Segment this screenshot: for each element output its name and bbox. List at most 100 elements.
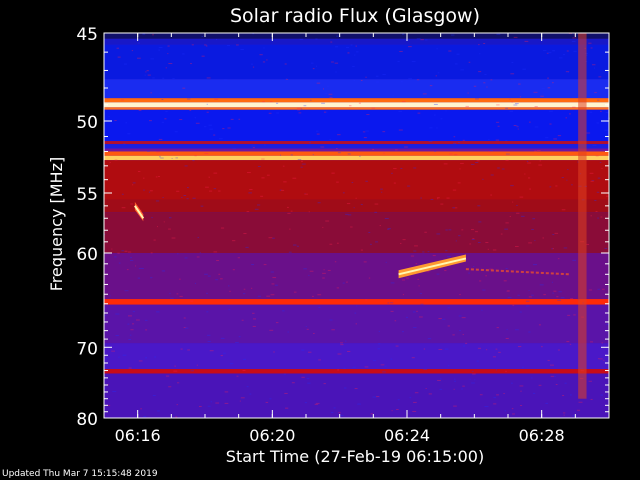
- noise-speck: [115, 313, 120, 315]
- noise-speck: [496, 327, 499, 329]
- noise-speck: [282, 165, 285, 167]
- noise-speck: [457, 182, 461, 184]
- noise-speck: [242, 370, 245, 372]
- noise-speck: [183, 326, 187, 328]
- noise-speck: [389, 302, 394, 304]
- noise-speck: [115, 335, 119, 337]
- noise-speck: [355, 323, 357, 325]
- noise-speck: [306, 378, 310, 380]
- noise-speck: [519, 196, 524, 198]
- noise-speck: [578, 401, 583, 403]
- noise-speck: [440, 378, 442, 380]
- noise-speck: [161, 99, 164, 101]
- noise-speck: [329, 96, 333, 98]
- noise-speck: [206, 103, 208, 105]
- noise-speck: [174, 365, 176, 367]
- noise-speck: [204, 126, 207, 128]
- noise-speck: [162, 196, 164, 198]
- noise-speck: [325, 220, 330, 222]
- noise-speck: [177, 253, 179, 255]
- noise-speck: [402, 33, 405, 35]
- noise-speck: [186, 187, 189, 189]
- noise-speck: [315, 38, 318, 40]
- noise-speck: [378, 330, 381, 332]
- noise-speck: [216, 260, 220, 262]
- noise-speck: [519, 385, 524, 387]
- noise-speck: [547, 77, 549, 79]
- noise-speck: [567, 72, 569, 74]
- noise-speck: [594, 200, 597, 202]
- noise-speck: [390, 282, 395, 284]
- noise-speck: [406, 277, 409, 279]
- noise-speck: [340, 415, 344, 417]
- noise-speck: [552, 82, 554, 84]
- noise-speck: [549, 186, 552, 188]
- noise-speck: [490, 174, 494, 176]
- noise-speck: [250, 287, 253, 289]
- noise-speck: [127, 315, 132, 317]
- noise-speck: [135, 265, 137, 267]
- noise-speck: [563, 414, 565, 416]
- noise-speck: [534, 126, 539, 128]
- noise-speck: [419, 316, 423, 318]
- noise-speck: [347, 214, 352, 216]
- spectrum-band-21: [104, 373, 609, 418]
- noise-speck: [527, 162, 532, 164]
- noise-speck: [528, 289, 530, 291]
- noise-speck: [300, 166, 303, 168]
- noise-speck: [122, 354, 127, 356]
- noise-speck: [346, 203, 351, 205]
- noise-speck: [413, 401, 417, 403]
- noise-speck: [565, 71, 570, 73]
- noise-speck: [604, 129, 609, 131]
- noise-speck: [240, 48, 244, 50]
- noise-speck: [395, 345, 399, 347]
- noise-speck: [568, 113, 571, 115]
- noise-speck: [551, 248, 554, 250]
- noise-speck: [315, 65, 318, 67]
- noise-speck: [516, 212, 520, 214]
- noise-speck: [509, 215, 511, 217]
- noise-speck: [179, 119, 183, 121]
- noise-speck: [204, 153, 209, 155]
- noise-speck: [335, 148, 338, 150]
- noise-speck: [588, 289, 593, 291]
- noise-speck: [495, 369, 497, 371]
- noise-speck: [492, 356, 496, 358]
- noise-speck: [317, 202, 321, 204]
- noise-speck: [538, 384, 542, 386]
- noise-speck: [156, 311, 160, 313]
- noise-speck: [158, 138, 163, 140]
- noise-speck: [163, 221, 165, 223]
- noise-speck: [261, 177, 265, 179]
- noise-speck: [349, 105, 352, 107]
- noise-speck: [444, 270, 447, 272]
- noise-speck: [382, 371, 386, 373]
- noise-speck: [511, 101, 513, 103]
- noise-speck: [603, 359, 605, 361]
- noise-speck: [378, 343, 381, 345]
- noise-speck: [356, 305, 358, 307]
- noise-speck: [519, 311, 522, 313]
- noise-speck: [411, 61, 416, 63]
- noise-speck: [158, 47, 163, 49]
- noise-speck: [573, 50, 577, 52]
- noise-speck: [266, 295, 271, 297]
- noise-speck: [232, 240, 236, 242]
- noise-speck: [186, 198, 189, 200]
- spectrum-band-8: [104, 141, 609, 145]
- noise-speck: [541, 346, 543, 348]
- noise-speck: [597, 99, 600, 101]
- noise-speck: [150, 252, 153, 254]
- noise-speck: [372, 148, 375, 150]
- noise-speck: [526, 160, 529, 162]
- noise-speck: [554, 232, 559, 234]
- noise-speck: [402, 239, 406, 241]
- noise-speck: [223, 79, 228, 81]
- noise-speck: [514, 103, 519, 105]
- noise-speck: [593, 67, 596, 69]
- noise-speck: [459, 168, 461, 170]
- noise-speck: [337, 369, 340, 371]
- noise-speck: [201, 55, 205, 57]
- noise-speck: [322, 272, 326, 274]
